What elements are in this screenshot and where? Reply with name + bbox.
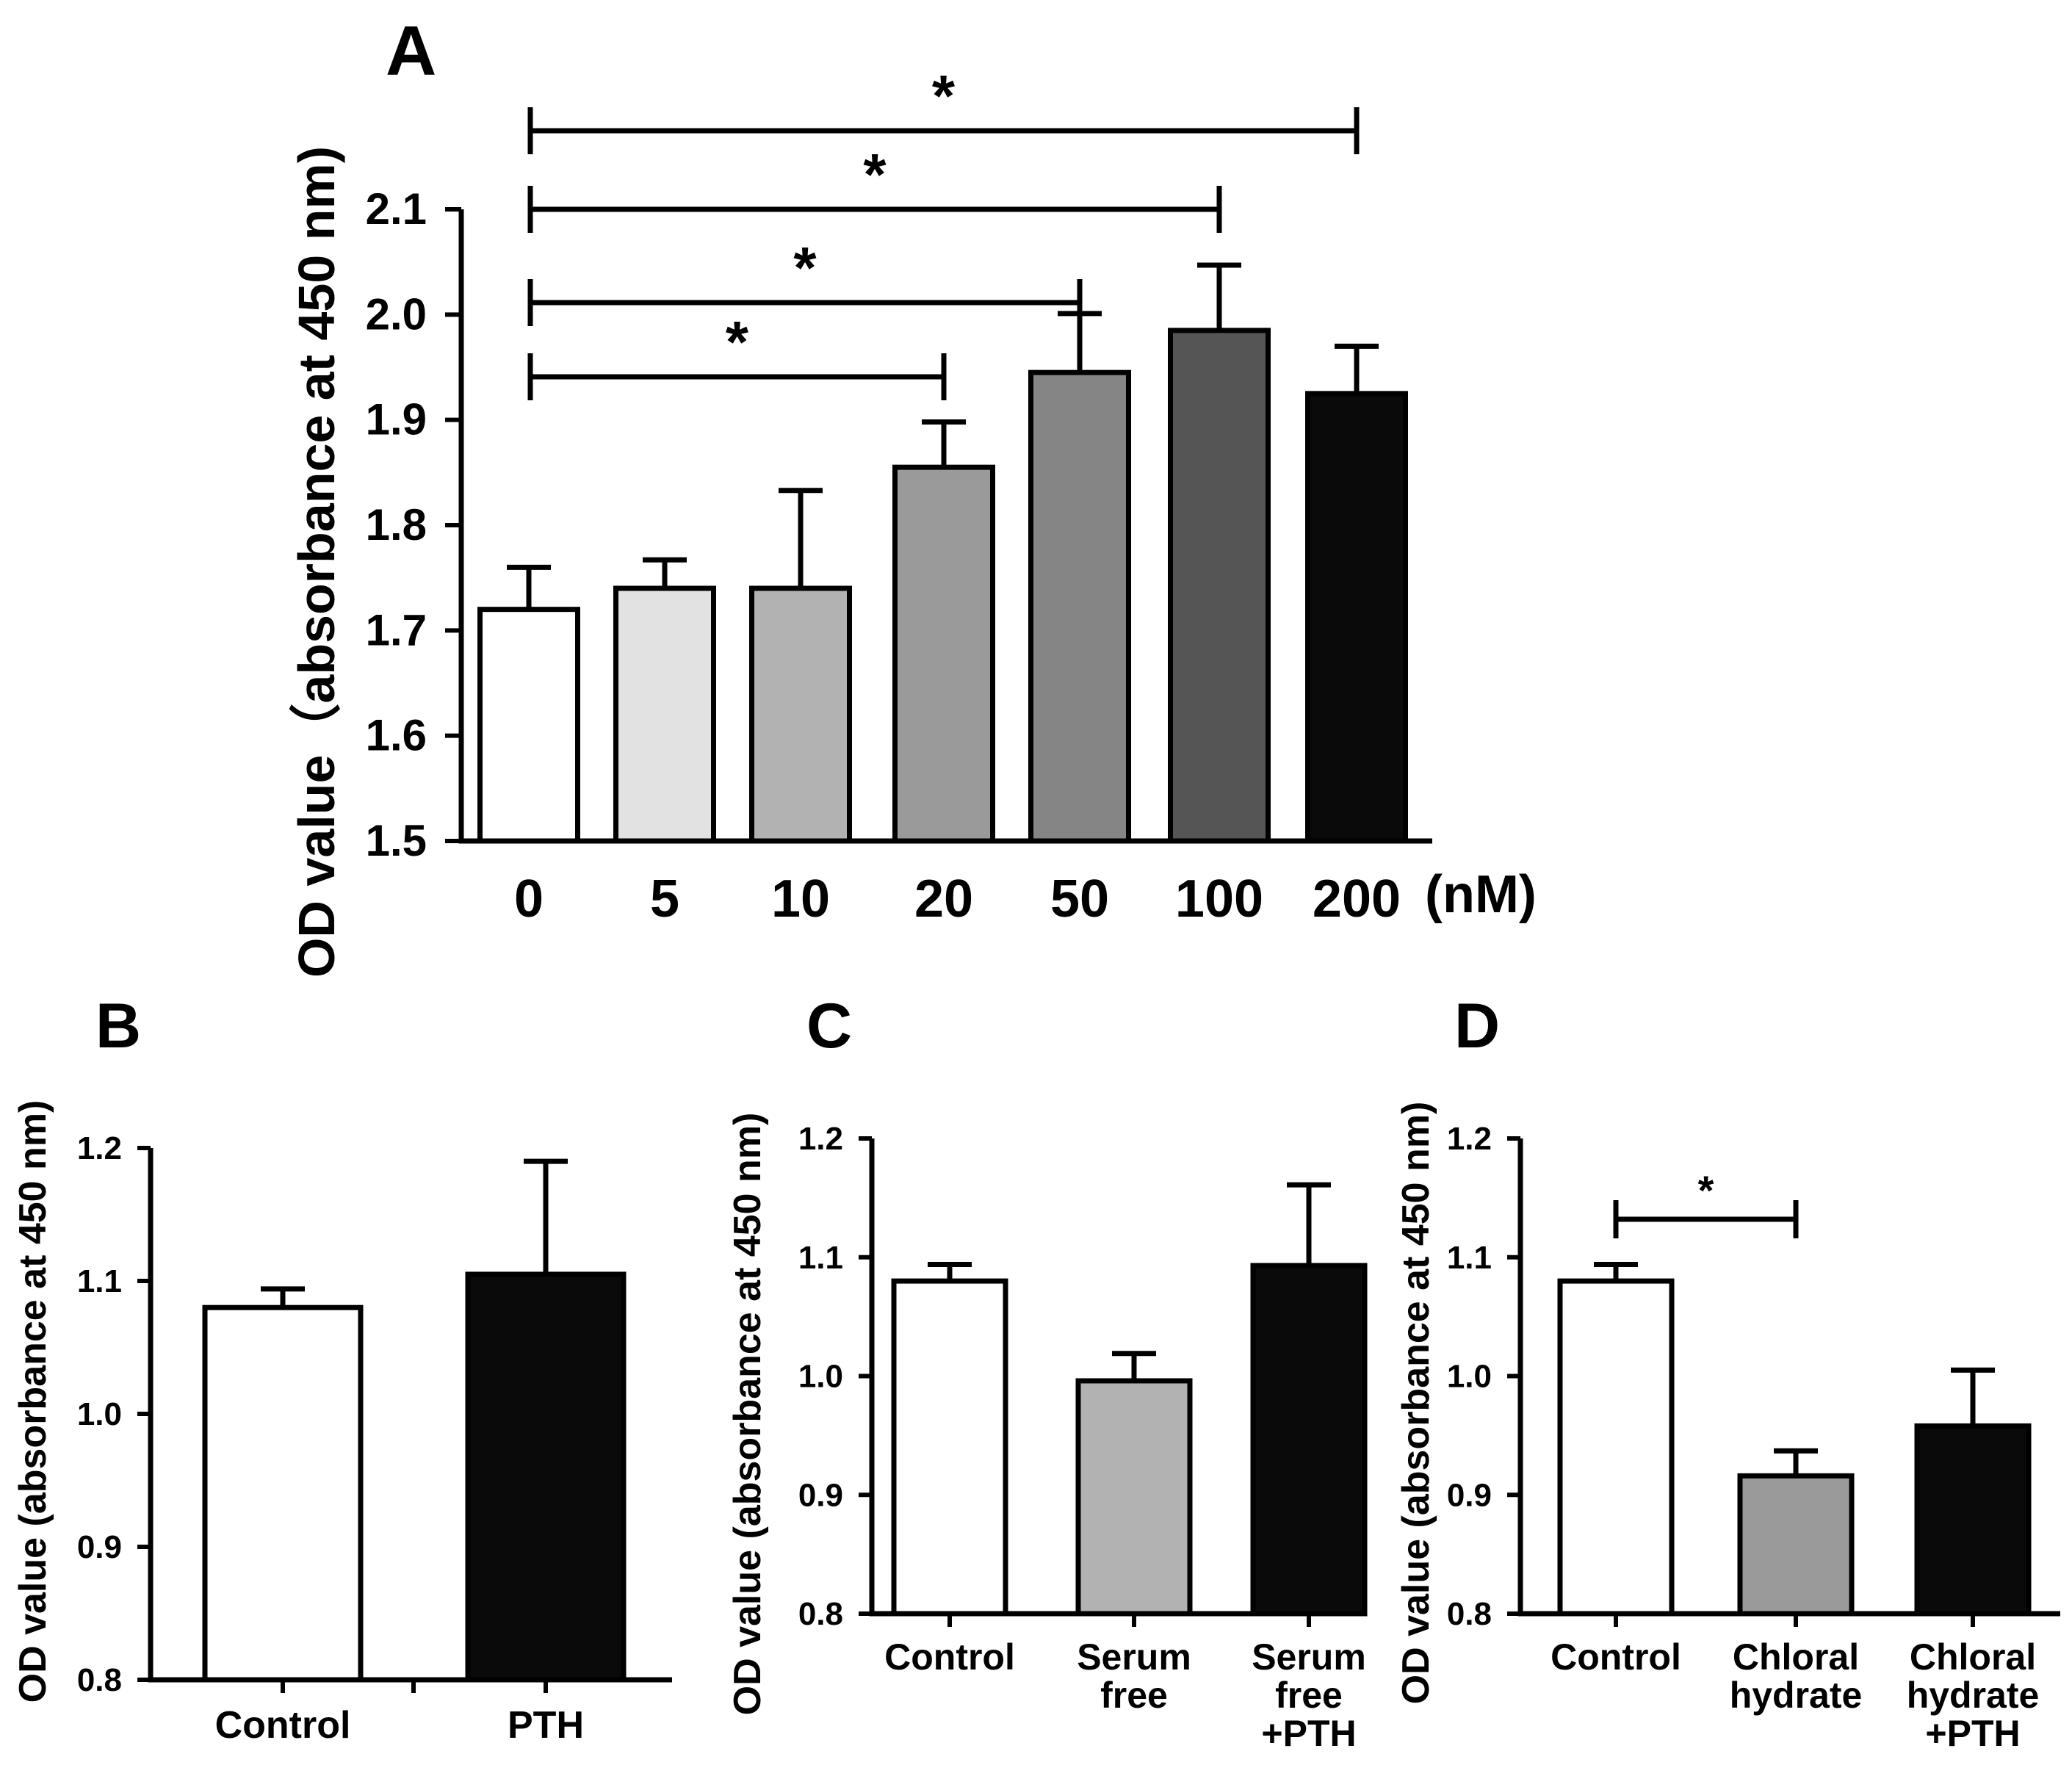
panel-d-x-tick-label: Chloral (1910, 1636, 2036, 1678)
panel-d-y-axis-label: OD value (absorbance at 450 nm) (1395, 1102, 1437, 1705)
panel-c-y-tick-label: 1.0 (798, 1359, 843, 1395)
panel-a-y-tick-label: 2.1 (366, 184, 427, 234)
panel-c-letter: C (806, 991, 852, 1061)
panel-c-bar (1250, 1263, 1368, 1617)
panel-c-x-tick-label: free (1275, 1675, 1343, 1716)
panel-a-significance-star: * (863, 142, 887, 207)
panel-a-x-tick-label: 50 (1050, 870, 1109, 928)
panel-b-bar (202, 1304, 364, 1683)
panel-a-bar (477, 607, 580, 844)
panel-b-bar (465, 1271, 627, 1683)
panel-c-bar (1075, 1378, 1193, 1617)
panel-d-x-tick-label: hydrate (1907, 1675, 2040, 1716)
panel-b-y-tick-label: 0.8 (77, 1662, 122, 1698)
panel-a-letter: A (386, 12, 436, 90)
panel-a-bar (749, 585, 852, 844)
panel-c-y-tick-label: 1.1 (798, 1240, 843, 1276)
panel-a-x-tick-label: 200 (1313, 870, 1401, 928)
panel-a-bar (1028, 369, 1131, 844)
panel-d-letter: D (1454, 991, 1500, 1061)
panel-c-x-tick-label: +PTH (1261, 1713, 1356, 1754)
panel-d-y-tick-label: 1.1 (1447, 1240, 1492, 1276)
panel-d-chart: D OD value (absorbance at 450 nm) 0.8 0.9… (1395, 991, 2060, 1754)
panel-b-y-tick-label: 0.9 (77, 1529, 122, 1565)
panel-c-y-tick-label: 0.9 (798, 1477, 843, 1513)
panel-b-y-axis-label: OD value (absorbance at 450 nm) (12, 1100, 54, 1703)
panel-c-chart: C OD value (absorbance at 450 nm) 0.8 0.9… (726, 991, 1368, 1754)
panel-c-y-tick-label: 0.8 (798, 1596, 843, 1632)
panel-d-y-tick-label: 1.0 (1447, 1359, 1492, 1395)
panel-b-y-tick-label: 1.1 (77, 1263, 122, 1299)
panel-b-y-tick-label: 1.0 (77, 1396, 122, 1432)
panel-a-y-tick-label: 1.8 (366, 500, 427, 549)
panel-a-x-tick-label: 0 (514, 870, 544, 928)
panel-d-x-tick-label: Control (1551, 1636, 1681, 1678)
panel-d-bar (1557, 1278, 1675, 1617)
panel-b-x-tick-label: PTH (508, 1704, 584, 1747)
panel-a-x-tick-label: 10 (771, 870, 830, 928)
panel-a-y-tick-label: 1.6 (366, 711, 427, 760)
panel-b-letter: B (95, 991, 141, 1061)
panel-c-bar (891, 1278, 1008, 1617)
panel-c-y-axis-label: OD value (absorbance at 450 nm) (726, 1113, 769, 1716)
panel-a-bar (1168, 328, 1271, 844)
panel-c-x-tick-label: Serum (1077, 1636, 1191, 1678)
panel-d-bar (1737, 1473, 1855, 1617)
panel-d-y-tick-label: 0.8 (1447, 1596, 1492, 1632)
panel-d-bar (1914, 1423, 2032, 1617)
panel-a-significance-star: * (793, 235, 817, 300)
panel-a-significance-star: * (932, 63, 956, 129)
panel-a-x-tick-label: 5 (650, 870, 679, 928)
panel-b-x-tick-label: Control (215, 1704, 351, 1747)
panel-c-x-tick-label: Serum (1252, 1636, 1366, 1678)
panel-a-y-axis-label: OD value（absorbance at 450 nm) (288, 146, 345, 978)
panel-d-x-tick-label: hydrate (1730, 1675, 1863, 1716)
panel-a-y-tick-label: 1.5 (366, 816, 427, 865)
panel-a-x-tick-label: 100 (1175, 870, 1263, 928)
panel-b-y-tick-label: 1.2 (77, 1130, 122, 1166)
panel-c-y-tick-label: 1.2 (798, 1121, 843, 1157)
panel-a-chart: A OD value（absorbance at 450 nm) (nM) 1.… (288, 12, 1537, 978)
panel-a-x-tick-label: 20 (914, 870, 973, 928)
panel-a-bar (613, 585, 716, 844)
panel-d-significance-star: * (1698, 1167, 1714, 1213)
panel-d-x-tick-label: Chloral (1733, 1636, 1859, 1678)
panel-d-y-tick-label: 0.9 (1447, 1477, 1492, 1513)
panel-a-significance-star: * (726, 309, 749, 375)
panel-a-y-tick-label: 2.0 (366, 289, 427, 339)
panel-b-chart: B OD value (absorbance at 450 nm) 0.8 0.9… (12, 991, 672, 1747)
panel-a-x-unit: (nM) (1425, 865, 1537, 924)
panel-a-y-tick-label: 1.9 (366, 395, 427, 444)
panel-c-x-tick-label: free (1100, 1675, 1168, 1716)
panel-a-bar (1305, 391, 1408, 844)
panel-d-x-tick-label: +PTH (1925, 1713, 2020, 1754)
panel-a-bar (892, 464, 995, 844)
panel-c-x-tick-label: Control (884, 1636, 1015, 1678)
panel-a-y-tick-label: 1.7 (366, 605, 427, 654)
panel-d-y-tick-label: 1.2 (1447, 1121, 1492, 1157)
